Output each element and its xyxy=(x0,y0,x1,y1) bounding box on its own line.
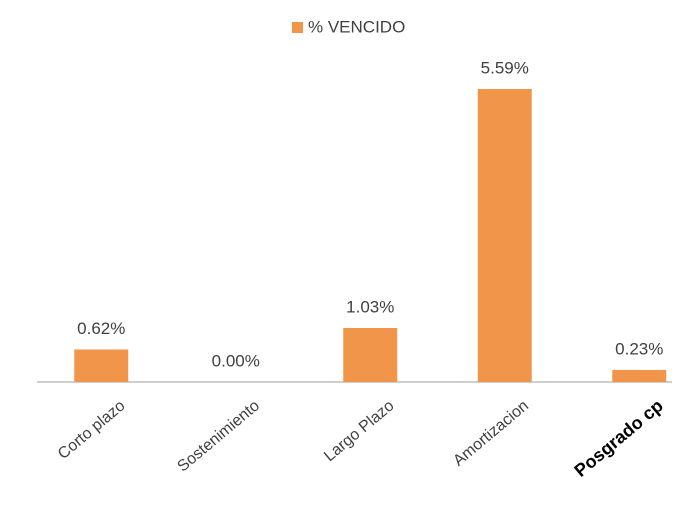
data-label: 5.59% xyxy=(481,58,529,77)
x-tick-label: Largo Plazo xyxy=(321,397,397,465)
x-tick-label: Sostenimiento xyxy=(174,397,263,475)
bar xyxy=(477,89,532,382)
legend-label: % VENCIDO xyxy=(308,17,405,36)
data-label: 0.23% xyxy=(615,339,663,358)
x-tick-label: Amortizacion xyxy=(450,397,532,469)
data-label: 0.00% xyxy=(212,351,260,370)
data-label: 0.62% xyxy=(77,319,125,338)
x-tick-label: Corto plazo xyxy=(55,397,129,463)
data-label: 1.03% xyxy=(346,297,394,316)
bar xyxy=(612,369,667,382)
bar xyxy=(343,328,398,382)
bar xyxy=(74,349,129,382)
legend-swatch xyxy=(292,22,303,33)
x-tick-label: Posgrado cp xyxy=(570,395,666,480)
